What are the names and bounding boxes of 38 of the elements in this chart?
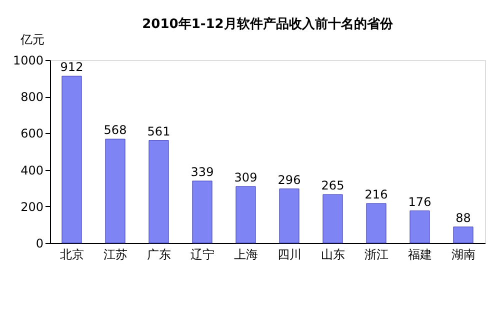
data-label: 265 bbox=[321, 178, 344, 193]
x-tick-label: 江苏 bbox=[103, 248, 128, 262]
y-tick-label: 600 bbox=[20, 126, 44, 141]
y-axis-title: 亿元 bbox=[20, 32, 44, 46]
data-label: 176 bbox=[408, 194, 432, 209]
x-tick-label: 广东 bbox=[146, 248, 171, 262]
y-tick-label: 0 bbox=[36, 236, 44, 250]
data-label: 296 bbox=[278, 172, 301, 187]
y-tick-label: 200 bbox=[20, 200, 44, 214]
x-tick-label: 四川 bbox=[277, 248, 302, 262]
data-label: 561 bbox=[147, 124, 170, 138]
y-tick-label: 800 bbox=[20, 90, 44, 104]
data-label: 339 bbox=[190, 164, 214, 179]
bar bbox=[148, 140, 169, 244]
bar bbox=[453, 226, 474, 244]
bar bbox=[366, 203, 386, 244]
x-tick-label: 山东 bbox=[320, 248, 345, 262]
x-tick-label: 北京 bbox=[60, 248, 84, 262]
data-label: 216 bbox=[364, 187, 388, 202]
bar bbox=[105, 138, 126, 244]
y-tick-label: 1000 bbox=[12, 54, 44, 68]
x-tick-label: 福建 bbox=[408, 248, 432, 262]
x-tick-label: 湖南 bbox=[451, 248, 476, 262]
x-tick-label: 浙江 bbox=[364, 248, 388, 262]
x-tick-label: 辽宁 bbox=[190, 248, 214, 262]
data-label: 568 bbox=[104, 123, 127, 138]
bar bbox=[279, 188, 300, 244]
bar bbox=[236, 186, 256, 244]
chart-title: 2010年1-12月软件产品收入前十名的省份 bbox=[142, 16, 394, 32]
data-label: 88 bbox=[456, 210, 471, 225]
data-label: 309 bbox=[234, 170, 258, 184]
data-label: 912 bbox=[60, 60, 84, 74]
y-tick-label: 400 bbox=[20, 163, 44, 178]
bar bbox=[410, 210, 430, 244]
bar bbox=[62, 76, 82, 244]
x-tick-label: 上海 bbox=[234, 248, 258, 262]
bar bbox=[192, 180, 212, 244]
bar bbox=[322, 194, 343, 244]
